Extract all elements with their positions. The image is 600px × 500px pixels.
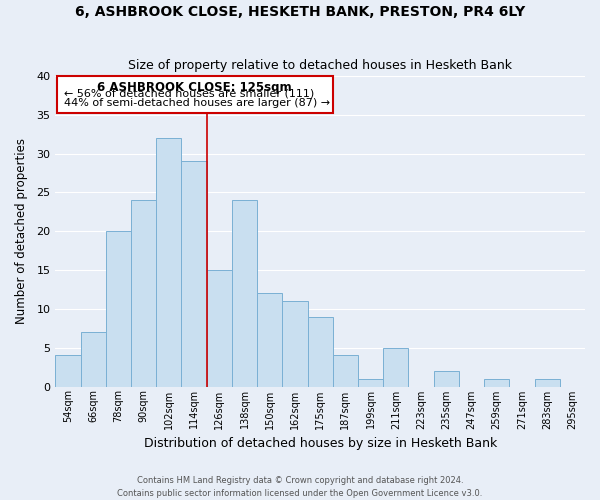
Bar	[55, 356, 80, 386]
Bar	[232, 200, 257, 386]
Title: Size of property relative to detached houses in Hesketh Bank: Size of property relative to detached ho…	[128, 59, 512, 72]
Bar	[535, 378, 560, 386]
Bar	[358, 378, 383, 386]
Bar	[80, 332, 106, 386]
Text: 6, ASHBROOK CLOSE, HESKETH BANK, PRESTON, PR4 6LY: 6, ASHBROOK CLOSE, HESKETH BANK, PRESTON…	[75, 5, 525, 19]
Y-axis label: Number of detached properties: Number of detached properties	[15, 138, 28, 324]
Bar	[206, 270, 232, 386]
Text: 6 ASHBROOK CLOSE: 125sqm: 6 ASHBROOK CLOSE: 125sqm	[97, 80, 292, 94]
X-axis label: Distribution of detached houses by size in Hesketh Bank: Distribution of detached houses by size …	[143, 437, 497, 450]
Bar	[106, 231, 131, 386]
Bar	[156, 138, 181, 386]
Text: ← 56% of detached houses are smaller (111): ← 56% of detached houses are smaller (11…	[64, 88, 314, 99]
Bar	[484, 378, 509, 386]
Bar	[257, 294, 283, 386]
Bar	[131, 200, 156, 386]
Text: 44% of semi-detached houses are larger (87) →: 44% of semi-detached houses are larger (…	[64, 98, 330, 108]
Bar	[283, 301, 308, 386]
Bar	[434, 371, 459, 386]
Bar	[308, 316, 333, 386]
Bar	[383, 348, 409, 387]
FancyBboxPatch shape	[56, 76, 333, 113]
Text: Contains HM Land Registry data © Crown copyright and database right 2024.
Contai: Contains HM Land Registry data © Crown c…	[118, 476, 482, 498]
Bar	[181, 162, 206, 386]
Bar	[333, 356, 358, 386]
